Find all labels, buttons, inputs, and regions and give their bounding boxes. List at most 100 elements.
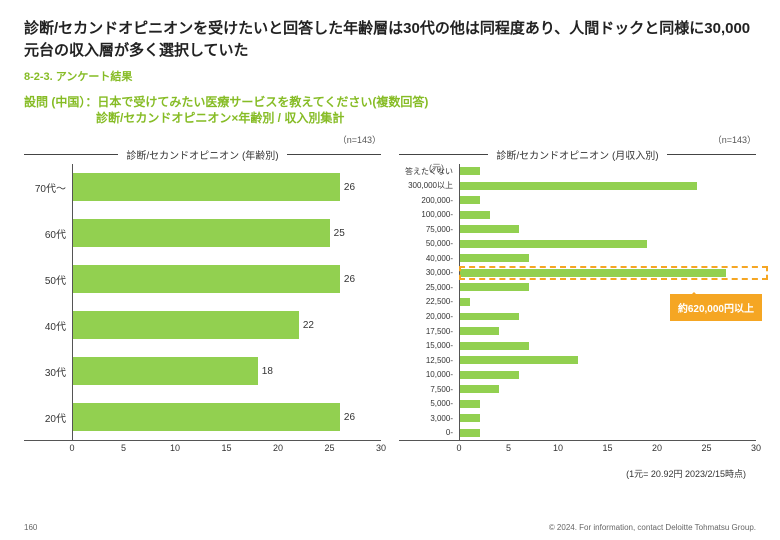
income-chart-title: 診断/セカンドオピニオン (月収入別) xyxy=(399,147,756,162)
chart-row: 50代 26 xyxy=(24,256,381,302)
x-tick: 15 xyxy=(221,443,231,453)
chart-row: 20代 26 xyxy=(24,394,381,440)
bar-area xyxy=(459,425,756,440)
bar xyxy=(460,313,519,321)
chart-row: 60代25 xyxy=(24,210,381,256)
bar-area xyxy=(459,324,756,339)
bar xyxy=(460,167,480,175)
chart-row: 0- xyxy=(399,425,756,440)
age-chart-plot: 70代～ 26 60代25 50代 26 40代22 30代 18 20代 26 xyxy=(24,164,381,440)
bar-area xyxy=(459,382,756,397)
bar-value: 18 xyxy=(262,366,273,377)
chart-row: 17,500- xyxy=(399,324,756,339)
chart-row: 3,000- xyxy=(399,411,756,426)
x-tick: 20 xyxy=(652,443,662,453)
chart-row: 50,000- xyxy=(399,237,756,252)
chart-row: 10,000- xyxy=(399,367,756,382)
x-tick: 0 xyxy=(456,443,461,453)
chart-row: 答えたくない xyxy=(399,164,756,179)
page-number: 160 xyxy=(24,523,37,532)
category-label: 30代 xyxy=(24,364,72,379)
chart-row: 40代22 xyxy=(24,302,381,348)
chart-row: 25,000- xyxy=(399,280,756,295)
category-label: 200,000- xyxy=(399,196,459,205)
bar xyxy=(460,225,519,233)
category-label: 22,500- xyxy=(399,297,459,306)
bar-area xyxy=(459,338,756,353)
bar-area xyxy=(459,193,756,208)
category-label: 20代 xyxy=(24,410,72,425)
age-chart-xaxis: 051015202530 xyxy=(24,440,381,457)
bar-area xyxy=(459,237,756,252)
category-label: 12,500- xyxy=(399,356,459,365)
bar-area xyxy=(459,251,756,266)
bar-value: 22 xyxy=(303,320,314,331)
fx-note: (1元= 20.92円 2023/2/15時点) xyxy=(24,467,756,480)
category-label: 70代～ xyxy=(24,180,72,195)
chart-row: 100,000- xyxy=(399,208,756,223)
bar xyxy=(460,283,529,291)
bar-area: 18 xyxy=(72,348,381,394)
bar-area xyxy=(459,280,756,295)
category-label: 60代 xyxy=(24,226,72,241)
chart-row: 70代～ 26 xyxy=(24,164,381,210)
x-tick: 5 xyxy=(506,443,511,453)
bar-area: 25 xyxy=(72,210,381,256)
bar-area xyxy=(459,396,756,411)
page-title: 診断/セカンドオピニオンを受けたいと回答した年齢層は30代の他は同程度あり、人間… xyxy=(24,18,756,62)
x-tick: 25 xyxy=(701,443,711,453)
category-label: 答えたくない xyxy=(399,166,459,177)
bar xyxy=(460,400,480,408)
chart-row: 12,500- xyxy=(399,353,756,368)
bar xyxy=(460,429,480,437)
category-label: 25,000- xyxy=(399,283,459,292)
bar-area xyxy=(459,411,756,426)
bar-area xyxy=(459,164,756,179)
bar-area xyxy=(459,208,756,223)
category-label: 5,000- xyxy=(399,399,459,408)
chart-row: 75,000- xyxy=(399,222,756,237)
bar xyxy=(73,219,330,247)
chart-row: 300,000以上 xyxy=(399,179,756,194)
charts-container: （n=143） 診断/セカンドオピニオン (年齢別) 70代～2660代2550… xyxy=(24,131,756,457)
question-text: 設問 (中国）：日本で受けてみたい医療サービスを教えてください(複数回答) 診断… xyxy=(24,94,756,128)
x-tick: 15 xyxy=(602,443,612,453)
bar-value: 26 xyxy=(344,274,355,285)
bar-area xyxy=(459,222,756,237)
chart-row: 30,000- xyxy=(399,266,756,281)
category-label: 40,000- xyxy=(399,254,459,263)
category-label: 7,500- xyxy=(399,385,459,394)
category-label: 50代 xyxy=(24,272,72,287)
x-tick: 0 xyxy=(69,443,74,453)
bar xyxy=(460,356,578,364)
bar xyxy=(460,298,470,306)
bar xyxy=(460,385,499,393)
chart-row: 15,000- xyxy=(399,338,756,353)
income-chart-plot: 答えたくない 300,000以上 200,000- 100,000- 75,000-50… xyxy=(399,164,756,440)
bar xyxy=(460,269,726,277)
bar-area xyxy=(459,367,756,382)
bar-area xyxy=(459,266,756,281)
bar-area: 26 xyxy=(72,164,381,210)
bar xyxy=(460,240,647,248)
callout: 約620,000円以上 xyxy=(670,294,762,321)
category-label: 17,500- xyxy=(399,327,459,336)
x-tick: 10 xyxy=(553,443,563,453)
bar-value: 26 xyxy=(344,412,355,423)
chart-row: 5,000- xyxy=(399,396,756,411)
x-tick: 20 xyxy=(273,443,283,453)
bar xyxy=(460,371,519,379)
bar-area xyxy=(459,353,756,368)
chart-row: 7,500- xyxy=(399,382,756,397)
income-chart-xaxis: 051015202530 xyxy=(399,440,756,457)
bar-area: 26 xyxy=(72,394,381,440)
x-tick: 5 xyxy=(121,443,126,453)
category-label: 100,000- xyxy=(399,210,459,219)
bar xyxy=(460,327,499,335)
category-label: 10,000- xyxy=(399,370,459,379)
bar-value: 26 xyxy=(344,182,355,193)
age-chart-title: 診断/セカンドオピニオン (年齢別) xyxy=(24,147,381,162)
chart-row: 200,000- xyxy=(399,193,756,208)
income-chart: （n=143） 診断/セカンドオピニオン (月収入別) (元) 答えたくない30… xyxy=(399,147,756,457)
category-label: 300,000以上 xyxy=(399,180,459,191)
